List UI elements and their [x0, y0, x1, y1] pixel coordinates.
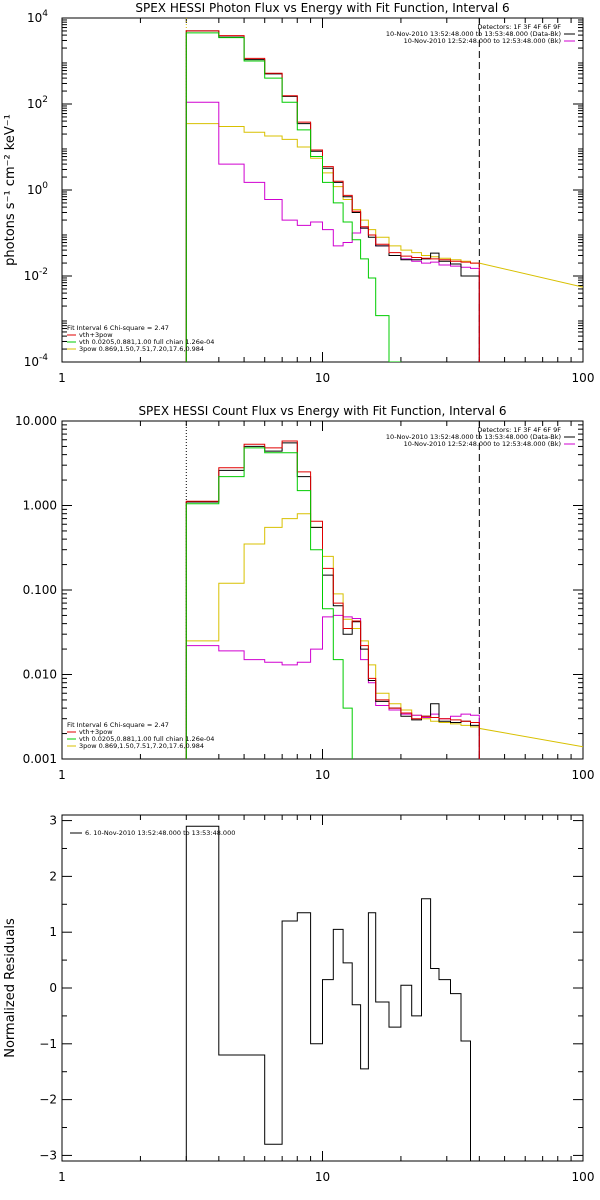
y-tick-exponent: 4: [42, 9, 48, 19]
series-group: [185, 440, 583, 759]
legend-right-text: 10-Nov-2010 12:52:48.000 to 12:53:48.000…: [404, 440, 561, 448]
y-tick-label: 102: [27, 95, 48, 111]
legend-left-text: vth 0.0205,0.881,1.00 full chian 1.26e-0…: [79, 735, 214, 743]
series-vth: [185, 32, 402, 362]
legend-left-text: vth 0.0205,0.881,1.00 full chian 1.26e-0…: [79, 338, 214, 346]
x-tick-label: 1: [58, 371, 66, 385]
plot-frame: [61, 17, 584, 363]
chart-panel-3: 1 10 100 −3 −2 −1 0 1 2 3 Normalized Residuals 6. 1…: [3, 814, 594, 1184]
y-tick-label: 10.000: [15, 414, 57, 428]
series-data: [185, 442, 480, 759]
y-tick-exponent: -2: [39, 267, 48, 277]
series-background: [185, 101, 480, 362]
legend-left-text: vth+3pow: [79, 728, 113, 736]
legend-left-text: 6. 10-Nov-2010 13:52:48.000 to 13:53:48.…: [85, 829, 235, 837]
y-tick-base: 10: [27, 11, 42, 25]
y-tick-label: 10-2: [24, 267, 48, 283]
y-tick-label: 0: [49, 981, 57, 995]
y-tick-exponent: 2: [42, 95, 48, 105]
series-group: [185, 30, 583, 362]
x-tick-label: 100: [572, 768, 595, 782]
y-tick-exponent: -4: [39, 353, 48, 363]
legend-left-text: 3pow 0.869,1.50,7.51,7.20,17.6,0.984: [79, 742, 204, 750]
y-tick-base: 10: [27, 183, 42, 197]
x-tick-label: 10: [315, 371, 330, 385]
series-residuals: [185, 825, 480, 1161]
x-tick-label: 10: [315, 768, 330, 782]
y-axis-label: photons s⁻¹ cm⁻² keV⁻¹: [3, 114, 18, 266]
legend-right-text: Detectors: 1F 3F 4F 6F 9F: [477, 426, 561, 434]
y-axis-label: Normalized Residuals: [3, 918, 18, 1058]
series-vth+3pow: [185, 30, 480, 362]
y-tick-label: 3: [49, 814, 57, 828]
y-tick-base: 10: [27, 97, 42, 111]
x-tick-label: 1: [58, 768, 66, 782]
y-tick-label: 1.000: [23, 499, 57, 513]
y-tick-label: 10-4: [24, 353, 49, 369]
y-tick-label: 100: [27, 181, 48, 197]
legend-right-text: 10-Nov-2010 13:52:48.000 to 13:53:48.000…: [386, 433, 561, 441]
y-tick-label: 0.100: [23, 583, 57, 597]
x-tick-label: 100: [572, 1170, 595, 1184]
y-tick-label: 0.001: [23, 752, 57, 766]
legend-left-text: Fit Interval 6 Chi-square = 2.47: [67, 721, 169, 729]
chart-panel-1: SPEX HESSI Photon Flux vs Energy with Fi…: [3, 1, 595, 385]
y-tick-label: 1: [49, 925, 57, 939]
y-tick-base: 10: [24, 269, 39, 283]
series-group: [185, 825, 480, 1161]
chart-panel-2: SPEX HESSI Count Flux vs Energy with Fit…: [15, 404, 595, 782]
chart-title: SPEX HESSI Photon Flux vs Energy with Fi…: [135, 1, 509, 15]
legend-left-text: 3pow 0.869,1.50,7.51,7.20,17.6,0.984: [79, 345, 204, 353]
series-vth+3pow: [185, 440, 480, 759]
x-tick-label: 100: [572, 371, 595, 385]
legend-left-text: Fit Interval 6 Chi-square = 2.47: [67, 324, 169, 332]
y-tick-label: −2: [39, 1093, 57, 1107]
legend-right-text: 10-Nov-2010 12:52:48.000 to 12:53:48.000…: [404, 37, 561, 45]
x-tick-label: 1: [58, 1170, 66, 1184]
y-tick-label: 2: [49, 869, 57, 883]
series-3pow: [185, 513, 583, 759]
y-tick-label: −1: [39, 1037, 57, 1051]
legend-left-text: vth+3pow: [79, 331, 113, 339]
y-tick-label: 104: [27, 9, 48, 25]
legend-right-text: Detectors: 1F 3F 4F 6F 9F: [477, 23, 561, 31]
y-tick-exponent: 0: [42, 181, 48, 191]
series-vth: [185, 447, 353, 759]
chart-title: SPEX HESSI Count Flux vs Energy with Fit…: [138, 404, 506, 418]
legend-right-text: 10-Nov-2010 13:52:48.000 to 13:53:48.000…: [386, 30, 561, 38]
y-tick-base: 10: [24, 355, 39, 369]
y-tick-label: 0.010: [23, 668, 57, 682]
series-3pow: [185, 123, 583, 362]
x-tick-label: 10: [315, 1170, 330, 1184]
y-tick-label: −3: [39, 1148, 57, 1162]
